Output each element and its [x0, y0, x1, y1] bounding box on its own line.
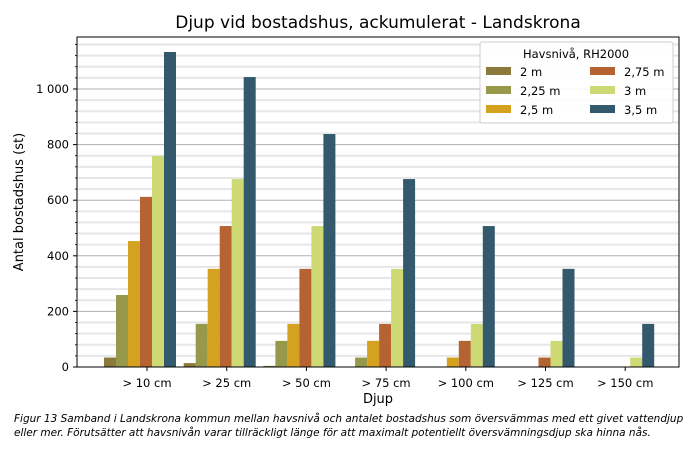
bar: [116, 294, 128, 367]
y-axis-label: Antal bostadshus (st): [12, 133, 27, 271]
legend-label: 3 m: [624, 84, 646, 98]
x-tick-label: > 125 cm: [517, 376, 573, 390]
bar: [104, 357, 116, 367]
y-tick-label: 600: [47, 193, 69, 207]
bar-chart: Djup vid bostadshus, ackumulerat - Lands…: [12, 13, 680, 407]
bar: [562, 268, 575, 367]
y-tick-label: 400: [47, 249, 69, 263]
x-tick-label: > 150 cm: [597, 376, 653, 390]
bar: [140, 196, 152, 367]
legend-swatch: [590, 67, 615, 75]
y-tick-label: 800: [47, 138, 69, 152]
bar: [403, 179, 416, 367]
x-tick-label: > 100 cm: [438, 376, 494, 390]
plot-frame: [76, 36, 680, 368]
legend: Havsnivå, RH2000 2 m 2,25 m 2,5 m 2,75 m 3 m…: [479, 41, 674, 124]
bar: [128, 241, 140, 367]
bar: [446, 357, 459, 367]
y-tick-label: 0: [62, 360, 69, 374]
bar: [482, 226, 495, 367]
legend-swatch: [590, 105, 615, 113]
bar: [219, 226, 232, 367]
x-axis-label: Djup: [363, 392, 393, 407]
bar: [207, 268, 220, 367]
bar: [299, 268, 312, 367]
bar: [263, 365, 276, 367]
bar: [550, 340, 563, 367]
bar: [379, 323, 392, 367]
bar: [391, 268, 404, 367]
bar: [275, 340, 288, 367]
x-tick-label: > 50 cm: [282, 376, 331, 390]
legend-swatch: [590, 86, 615, 94]
bar: [642, 323, 655, 367]
bar: [630, 357, 643, 367]
bar: [470, 323, 483, 367]
legend-label: 2,5 m: [520, 103, 553, 117]
legend-label: 2,25 m: [520, 84, 560, 98]
bar: [183, 363, 196, 367]
bar: [287, 323, 300, 367]
x-tick-label: > 25 cm: [202, 376, 251, 390]
x-tick-label: > 10 cm: [122, 376, 171, 390]
bar: [231, 179, 244, 367]
bar: [538, 357, 551, 367]
y-tick-label: 1 000: [36, 82, 69, 96]
bar: [164, 52, 176, 368]
bar: [367, 340, 380, 367]
legend-swatch: [486, 67, 511, 75]
bar: [311, 226, 324, 367]
legend-title: Havsnivå, RH2000: [523, 47, 629, 61]
y-tick-label: 200: [47, 304, 69, 318]
legend-label: 2 m: [520, 65, 542, 79]
chart-title: Djup vid bostadshus, ackumulerat - Lands…: [175, 13, 581, 33]
legend-swatch: [486, 86, 511, 94]
legend-label: 2,75 m: [624, 65, 664, 79]
bar: [458, 340, 471, 367]
bar: [355, 357, 368, 367]
x-tick-label: > 75 cm: [362, 376, 411, 390]
legend-label: 3,5 m: [624, 103, 657, 117]
legend-swatch: [486, 105, 511, 113]
bar: [323, 134, 336, 367]
bar: [152, 155, 164, 367]
bar: [195, 323, 208, 367]
bar: [243, 77, 256, 368]
figure-caption: Figur 13 Samband i Landskrona kommun mel…: [14, 413, 684, 439]
